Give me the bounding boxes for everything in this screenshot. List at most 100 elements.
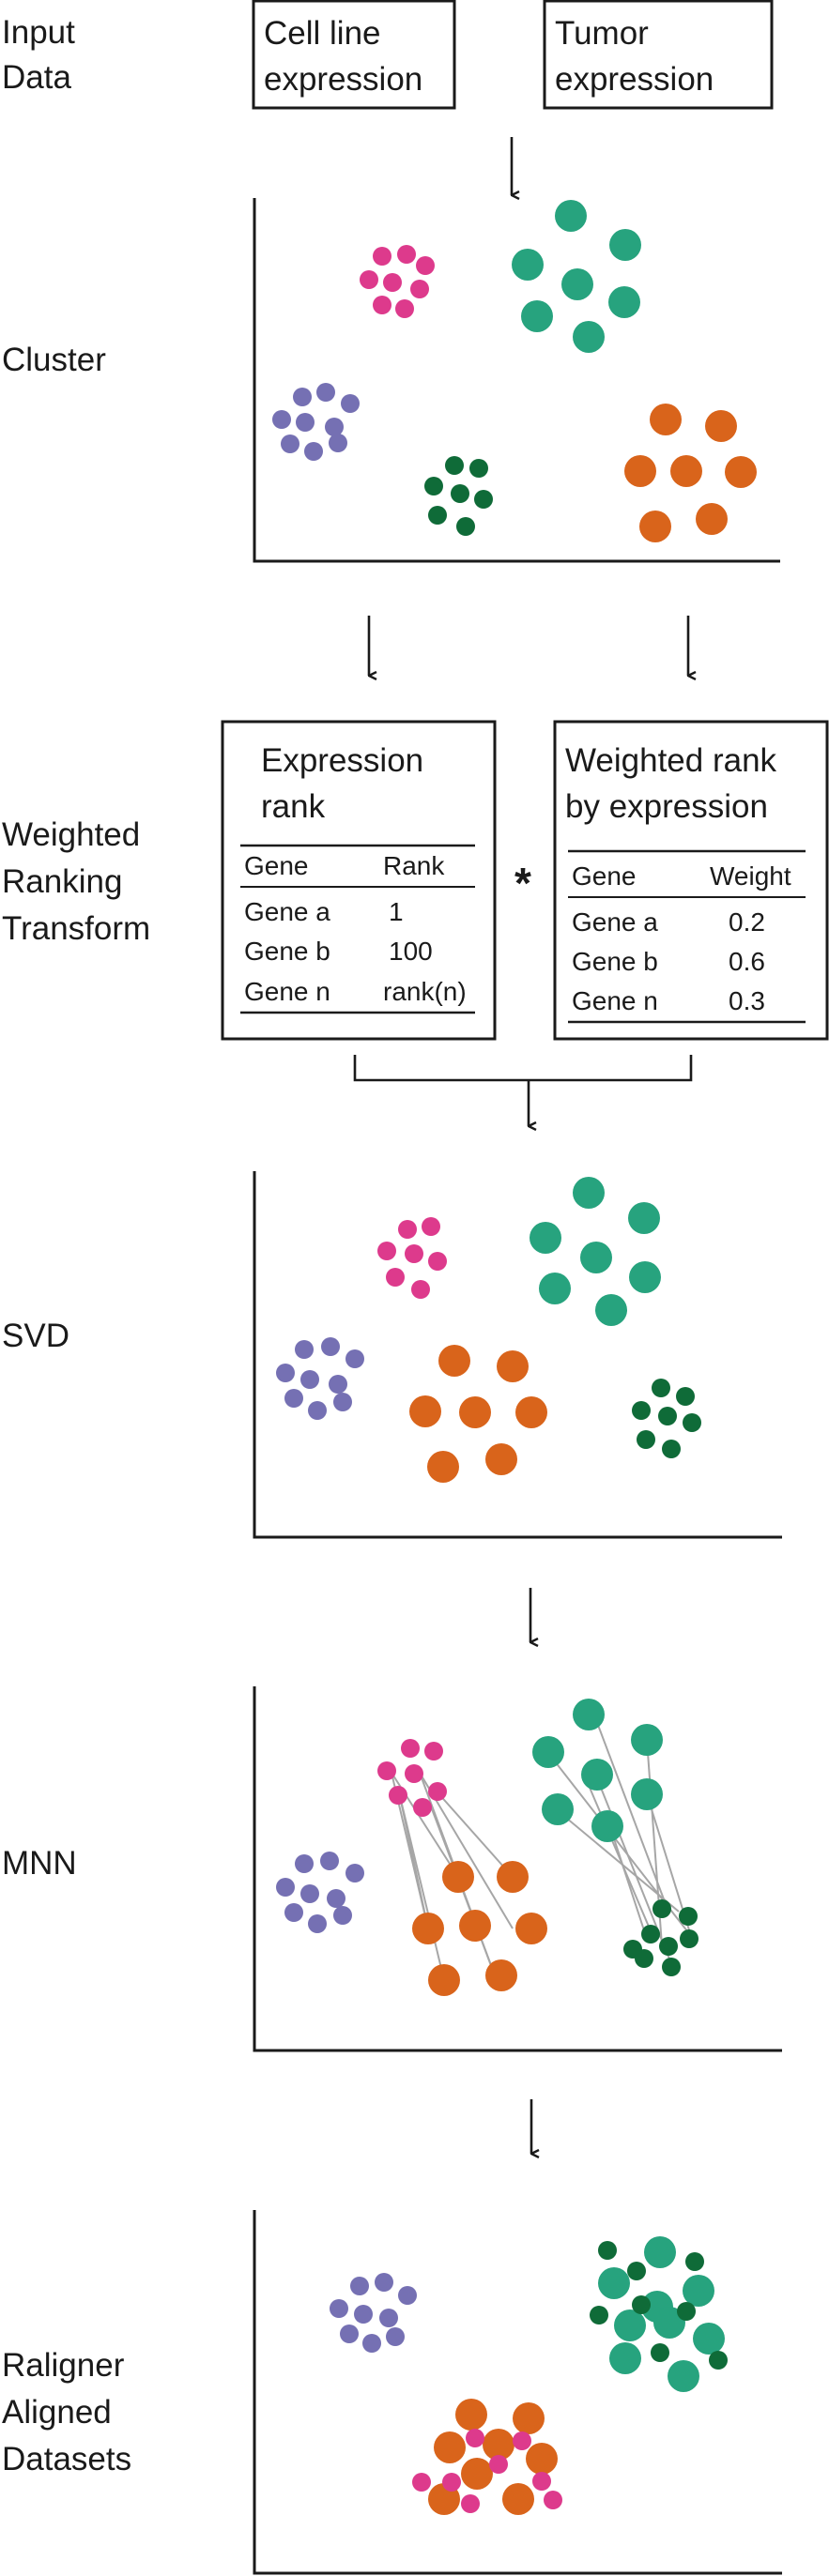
purple-cluster-dot-3 <box>341 394 360 413</box>
teal-cluster-dot-4 <box>683 2275 714 2307</box>
purple-cluster-dot-5 <box>296 413 315 432</box>
teal-cluster-dot-6 <box>653 2307 685 2339</box>
magenta-cluster-dot-7 <box>373 296 391 314</box>
magenta-cluster-dot-7 <box>413 1798 432 1817</box>
teal-cluster-dot-4 <box>580 1242 612 1273</box>
orange-cluster-dot-4 <box>483 2429 514 2461</box>
purple-cluster-dot-8 <box>308 1914 327 1933</box>
darkgreen-cluster-dot-2 <box>469 459 488 478</box>
purple-cluster-dot-2 <box>320 1852 339 1870</box>
teal-cluster-dot-6 <box>608 286 640 318</box>
step-label-weighted-ranking: Weighted Ranking Transform <box>2 816 150 947</box>
darkgreen-cluster-dot-2 <box>676 1387 695 1406</box>
rank-table-title-line2: rank <box>261 788 326 825</box>
orange-cluster-dot-1 <box>442 1861 474 1893</box>
cluster-panel <box>272 200 757 542</box>
orange-cluster-dot-6 <box>428 1964 460 1996</box>
magenta-cluster-dot-4 <box>405 1764 423 1783</box>
step-label-aligned-line1: Raligner <box>2 2347 125 2384</box>
darkgreen-cluster-dot-6 <box>590 2306 608 2324</box>
darkgreen-cluster-dot-4 <box>451 484 469 503</box>
teal-cluster-dot-2 <box>598 2267 630 2299</box>
purple-cluster-dot-8 <box>362 2334 381 2353</box>
magenta-cluster-dot-3 <box>489 2455 508 2474</box>
darkgreen-cluster-dot-8 <box>709 2351 728 2370</box>
weight-table-frame <box>553 720 829 1041</box>
orange-cluster-dot-3 <box>624 455 656 487</box>
purple-cluster-dot-8 <box>308 1401 327 1420</box>
darkgreen-cluster-dot-3 <box>679 1907 698 1926</box>
teal-cluster-dot-7 <box>591 1810 623 1842</box>
darkgreen-cluster-dot-5 <box>677 2302 696 2321</box>
step-label-svd: SVD <box>2 1318 69 1354</box>
magenta-cluster-dot-1 <box>373 247 391 266</box>
teal-cluster-dot-1 <box>644 2236 676 2268</box>
purple-cluster-dot-6 <box>325 418 344 436</box>
mnn-panel-axes <box>253 1686 782 2052</box>
magenta-cluster-dot-4 <box>412 2473 431 2492</box>
teal-cluster-dot-9 <box>668 2360 699 2392</box>
purple-cluster-dot-7 <box>284 1389 303 1408</box>
orange-cluster-dot-3 <box>409 1395 441 1427</box>
purple-cluster-dot-2 <box>316 383 335 402</box>
input-box-cell-line-line2: expression <box>264 61 422 98</box>
darkgreen-cluster-dot-7 <box>662 1440 681 1458</box>
magenta-cluster-dot-8 <box>395 299 414 318</box>
teal-cluster-dot-4 <box>561 268 593 300</box>
orange-cluster-dot-2 <box>513 2402 545 2434</box>
step-label-input-line2: Data <box>2 59 71 96</box>
magenta-cluster-dot-1 <box>466 2429 484 2447</box>
magenta-cluster-dot-7 <box>411 1280 430 1299</box>
mnn-link-6 <box>437 1791 514 1878</box>
darkgreen-cluster-dot-7 <box>456 517 475 536</box>
purple-cluster-dot-5 <box>300 1884 319 1903</box>
purple-cluster-dot-6 <box>379 2309 398 2327</box>
purple-cluster-dot-8 <box>304 442 323 461</box>
darkgreen-cluster-dot-4 <box>658 1407 677 1425</box>
magenta-cluster-dot-6 <box>532 2472 551 2491</box>
purple-cluster-dot-2 <box>375 2273 393 2292</box>
teal-cluster-dot-7 <box>693 2323 725 2355</box>
rank-table-frame <box>221 720 497 1041</box>
magenta-cluster-dot-8 <box>544 2491 562 2509</box>
mnn-link-7 <box>398 1791 429 1929</box>
magenta-cluster-dot-5 <box>428 1782 447 1801</box>
teal-cluster-dot-6 <box>629 1261 661 1293</box>
purple-cluster-dot-9 <box>333 1393 352 1411</box>
purple-cluster-dot-4 <box>276 1364 295 1382</box>
magenta-cluster-dot-1 <box>401 1739 420 1758</box>
orange-cluster-dot-1 <box>455 2399 487 2431</box>
orange-cluster-dot-7 <box>485 1443 517 1475</box>
orange-cluster-dot-4 <box>459 1910 491 1942</box>
orange-cluster-dot-2 <box>497 1861 529 1893</box>
teal-cluster-dot-2 <box>512 249 544 281</box>
rank-table-row1-gene: Gene a <box>244 897 330 926</box>
purple-cluster-dot-9 <box>329 434 347 452</box>
rank-table-row1-rank: 1 <box>389 897 404 926</box>
input-box-cell-line-frame <box>252 0 456 110</box>
purple-cluster-dot-5 <box>300 1370 319 1389</box>
purple-cluster-dot-6 <box>329 1375 347 1394</box>
orange-cluster-dot-6 <box>427 1451 459 1483</box>
darkgreen-cluster-dot-5 <box>659 1937 678 1956</box>
teal-cluster-dot-2 <box>530 1222 561 1254</box>
darkgreen-cluster-dot-7 <box>651 2343 669 2362</box>
darkgreen-cluster-dot-3 <box>424 477 443 495</box>
rank-table-row2-rank: 100 <box>389 937 433 966</box>
weight-table-row3-gene: Gene n <box>572 986 658 1015</box>
aligned-panel <box>330 2236 728 2515</box>
weight-table-row2-gene: Gene b <box>572 947 658 976</box>
rank-table-row3-rank: rank(n) <box>383 977 467 1006</box>
magenta-cluster-dot-5 <box>383 273 402 292</box>
darkgreen-cluster-dot-1 <box>445 456 464 475</box>
magenta-cluster-dot-3 <box>377 1242 396 1260</box>
darkgreen-cluster-dot-6 <box>637 1430 655 1449</box>
mnn-link-9 <box>592 1712 669 1913</box>
orange-cluster-dot-2 <box>705 410 737 442</box>
orange-cluster-dot-4 <box>670 455 702 487</box>
teal-cluster-dot-8 <box>609 2342 641 2374</box>
cluster-panel-axes <box>253 198 780 563</box>
purple-cluster-dot-1 <box>295 1854 314 1873</box>
teal-cluster-dot-5 <box>539 1273 571 1304</box>
step-label-cluster: Cluster <box>2 342 106 378</box>
